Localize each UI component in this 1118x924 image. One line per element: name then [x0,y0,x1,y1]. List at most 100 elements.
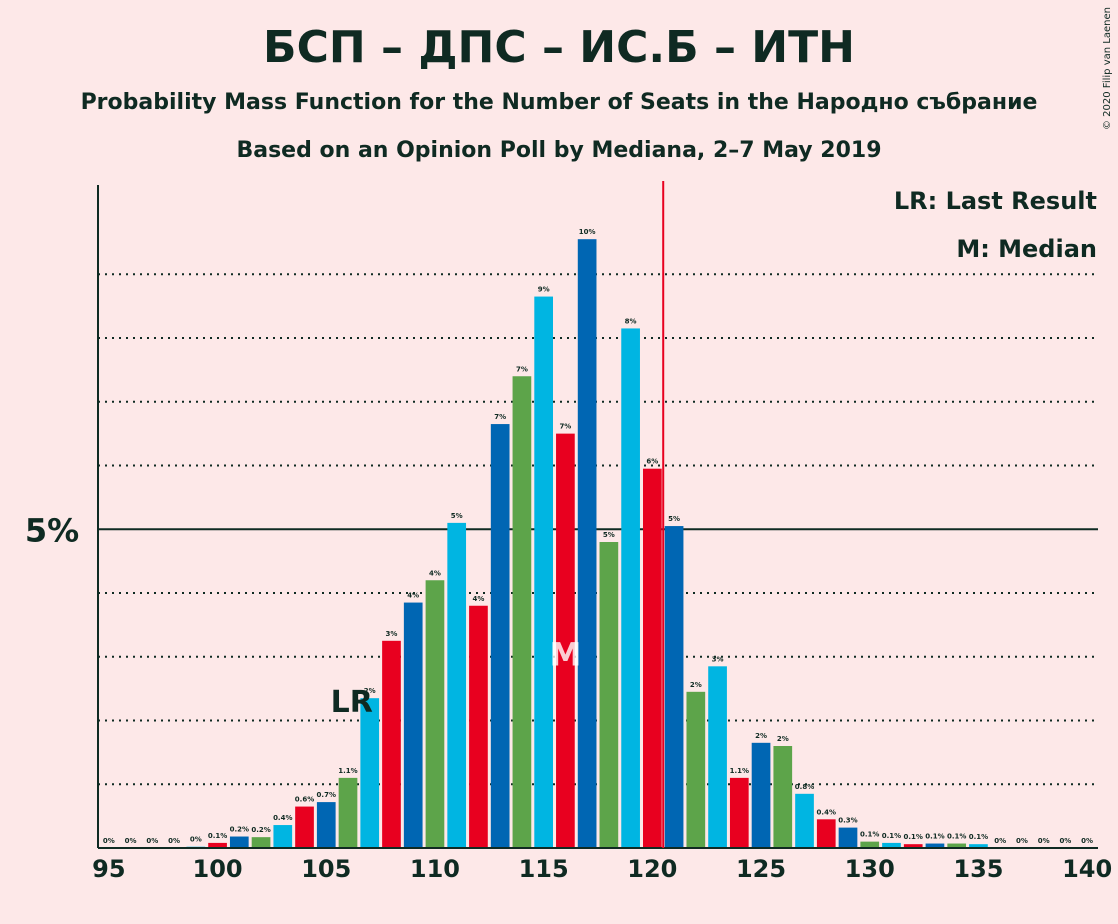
gridlines [98,273,1098,786]
bar-label-117: 10% [579,228,596,236]
bar-106 [338,777,358,848]
bar-label-134: 0.1% [947,833,966,841]
median-marker: M [549,636,581,674]
x-tick-110: 110 [410,855,460,883]
bar-label-118: 5% [603,531,615,539]
bar-label-128: 0.4% [817,808,836,816]
bar-105 [316,802,336,848]
bar-label-123: 3% [712,655,724,663]
bar-label-132: 0.1% [904,833,923,841]
bar-label-106: 1.1% [338,767,357,775]
bar-label-120: 6% [646,458,658,466]
bar-114 [512,376,532,848]
bar-130 [860,841,880,848]
bar-label-116: 7% [559,423,571,431]
chart-title: БСП – ДПС – ИС.Б – ИТН [263,22,855,73]
bar-label-95: 0% [103,837,115,845]
bar-129 [838,827,858,848]
bar-label-140: 0% [1081,837,1093,845]
x-tick-115: 115 [519,855,569,883]
bar-label-130: 0.1% [860,831,879,839]
x-tick-135: 135 [953,855,1003,883]
x-tick-120: 120 [627,855,677,883]
bar-126 [773,746,793,848]
bar-label-111: 5% [451,512,463,520]
copyright-note: © 2020 Filip van Laenen [1102,7,1113,130]
bar-label-97: 0% [146,837,158,845]
bar-128 [816,819,836,848]
bar-113 [490,424,510,848]
bar-124 [729,777,749,848]
bar-133 [925,843,945,848]
bar-label-124: 1.1% [730,767,749,775]
bar-label-109: 4% [407,592,419,600]
bar-116 [556,433,575,848]
bar-label-101: 0.2% [230,826,249,834]
bar-label-127: 0.8% [795,783,814,791]
bar-109 [403,602,423,848]
legend-median: M: Median [956,235,1097,263]
bar-label-137: 0% [1016,837,1028,845]
bar-134 [947,843,967,848]
bar-label-119: 8% [625,317,637,325]
bar-label-136: 0% [994,837,1006,845]
bar-101 [229,836,249,848]
bar-label-112: 4% [472,595,484,603]
legend-last-result: LR: Last Result [894,187,1097,215]
bar-110 [425,580,445,848]
bar-label-113: 7% [494,413,506,421]
bar-115 [534,296,553,848]
y-tick-label-5: 5% [25,511,79,549]
bar-label-126: 2% [777,735,789,743]
bar-label-104: 0.6% [295,796,314,804]
bar-label-131: 0.1% [882,832,901,840]
x-tick-125: 125 [736,855,786,883]
bar-111 [447,522,467,848]
bar-120 [643,468,662,848]
bar-100 [208,842,227,848]
bar-125 [751,742,771,848]
bar-127 [795,793,814,848]
bar-label-138: 0% [1038,837,1050,845]
bar-value-labels: 0% 0% 0% 0% 0% 0.1%0.2% 0.2%0.4%0.6%0.7%1.1%2%… [103,228,1093,845]
bar-121 [664,526,684,848]
bar-132 [903,844,923,848]
bar-label-98: 0% [168,837,180,845]
x-tick-95: 95 [92,855,125,883]
x-tick-130: 130 [845,855,895,883]
x-tick-labels: 95 100 105 110 115 120 125 130 135 140 [92,855,1112,883]
bar-label-110: 4% [429,569,441,577]
bar-117 [577,239,597,848]
bar-label-135: 0.1% [969,833,988,841]
bar-label-108: 3% [386,630,398,638]
bar-123 [708,666,727,848]
x-tick-140: 140 [1062,855,1112,883]
bar-label-105: 0.7% [317,791,336,799]
bar-label-102: 0.2% [251,826,270,834]
bar-label-107: 2% [364,687,376,695]
bar-label-99: 0% [190,836,202,844]
bar-label-139: 0% [1059,837,1071,845]
bar-label-133: 0.1% [925,833,944,841]
bar-131 [882,842,901,848]
bar-103 [273,825,293,848]
x-tick-105: 105 [301,855,351,883]
bar-112 [469,605,488,848]
bar-label-121: 5% [668,515,680,523]
bar-107 [360,698,380,848]
x-tick-100: 100 [193,855,243,883]
bar-label-129: 0.3% [838,817,857,825]
bar-135 [969,844,988,848]
bar-label-114: 7% [516,365,528,373]
bars [186,239,988,848]
bar-label-122: 2% [690,681,702,689]
bar-label-96: 0% [125,837,137,845]
bar-label-115: 9% [538,286,550,294]
chart-subtitle-source: Based on an Opinion Poll by Mediana, 2–7… [236,138,882,163]
bar-label-100: 0.1% [208,832,227,840]
bar-label-103: 0.4% [273,814,292,822]
bar-119 [621,328,640,848]
bar-122 [686,691,706,848]
copyright-text: © 2020 Filip van Laenen [1102,7,1113,130]
